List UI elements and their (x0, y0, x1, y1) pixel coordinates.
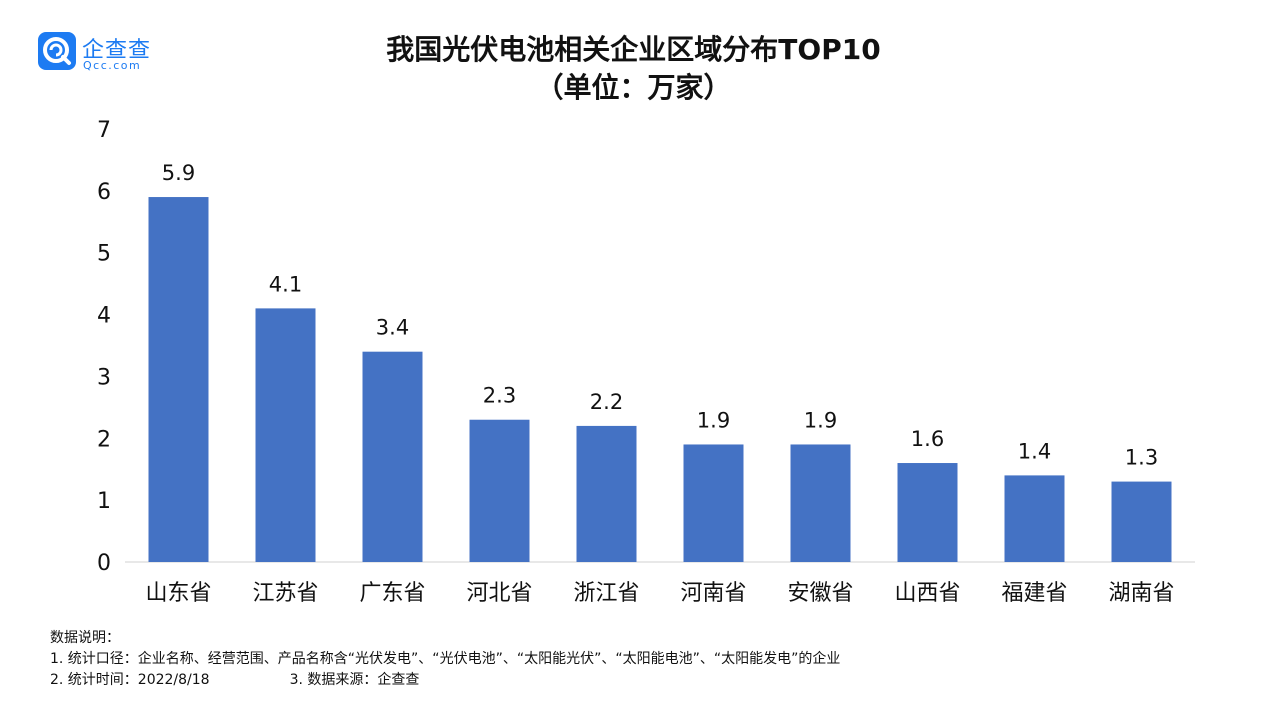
data-label: 4.1 (269, 272, 302, 296)
data-label: 1.3 (1125, 446, 1158, 470)
data-label: 2.2 (590, 390, 623, 414)
data-label: 1.6 (911, 427, 944, 451)
chart-title: 我国光伏电池相关企业区域分布TOP10 (386, 33, 881, 66)
y-tick-label: 3 (97, 365, 111, 390)
bar-2 (255, 308, 316, 562)
notes-stat-date: 2. 统计时间：2022/8/18 (50, 672, 210, 688)
qcc-logo-icon (38, 32, 76, 70)
data-label: 3.4 (376, 316, 409, 340)
data-label: 5.9 (162, 161, 195, 185)
y-tick-label: 0 (97, 551, 111, 576)
x-tick-label: 河南省 (680, 581, 746, 606)
bar-9 (1004, 475, 1065, 562)
x-tick-label: 安徽省 (787, 581, 853, 606)
bar-5 (576, 425, 637, 562)
bar-7 (790, 444, 851, 562)
notes-source: 3. 数据来源：企查查 (289, 672, 420, 688)
y-tick-label: 6 (97, 180, 111, 205)
x-tick-label: 山西省 (894, 581, 960, 606)
x-tick-label: 浙江省 (573, 581, 639, 606)
chart-subtitle: （单位：万家） (535, 71, 732, 104)
y-tick-label: 2 (97, 427, 111, 452)
bar-4 (469, 419, 530, 562)
data-notes: 数据说明： 1. 统计口径：企业名称、经营范围、产品名称含“光伏发电”、“光伏电… (50, 628, 840, 691)
y-tick-label: 1 (97, 489, 111, 514)
bar-6 (683, 444, 744, 562)
notes-heading: 数据说明： (50, 630, 120, 646)
logo-url: Qcc.com (83, 59, 142, 72)
x-tick-label: 福建省 (1001, 581, 1067, 606)
x-tick-label: 山东省 (145, 581, 211, 606)
x-tick-label: 广东省 (359, 581, 425, 606)
bar-10 (1111, 481, 1172, 562)
data-label: 1.4 (1018, 439, 1051, 463)
y-tick-label: 5 (97, 242, 111, 267)
bar-8 (897, 463, 958, 562)
y-tick-label: 4 (97, 304, 111, 329)
logo-name: 企查查 (82, 38, 152, 63)
x-tick-label: 江苏省 (252, 581, 318, 606)
data-label: 1.9 (697, 408, 730, 432)
notes-line-1: 1. 统计口径：企业名称、经营范围、产品名称含“光伏发电”、“光伏电池”、“太阳… (50, 651, 841, 667)
x-tick-label: 湖南省 (1108, 581, 1174, 606)
data-label: 1.9 (804, 408, 837, 432)
qcc-logo: 企查查 Qcc.com (38, 32, 168, 76)
data-label: 2.3 (483, 384, 516, 408)
x-tick-label: 河北省 (466, 581, 532, 606)
bar-3 (362, 351, 423, 562)
bar-1 (148, 197, 209, 563)
y-tick-label: 7 (97, 118, 111, 143)
